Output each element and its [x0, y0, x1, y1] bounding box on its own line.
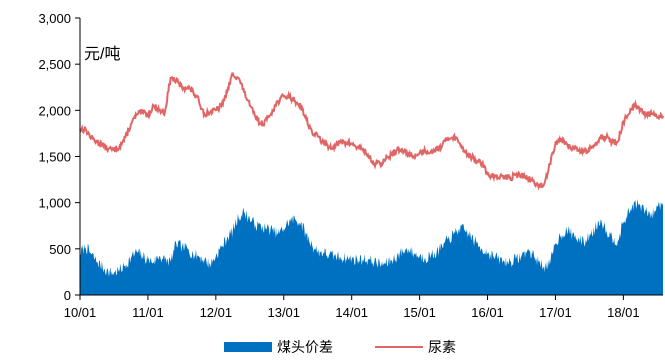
y-tick-label: 3,000 — [38, 11, 71, 26]
y-axis-ticks: 0 500 1,000 1,500 2,000 2,500 3,000 — [38, 11, 80, 303]
y-tick-label: 2,000 — [38, 103, 71, 118]
y-tick-label: 2,500 — [38, 57, 71, 72]
y-unit-label: 元/吨 — [84, 45, 120, 63]
series-coal-spread-area — [80, 198, 663, 295]
x-tick-label: 13/01 — [267, 305, 300, 320]
plot-area — [79, 72, 664, 295]
x-tick-label: 11/01 — [132, 305, 164, 320]
x-tick-label: 17/01 — [539, 305, 572, 320]
legend-swatch-coal-spread — [224, 342, 272, 352]
x-tick-label: 15/01 — [403, 305, 436, 320]
legend: 煤头价差 尿素 — [224, 339, 456, 355]
x-tick-label: 12/01 — [200, 305, 233, 320]
x-tick-label: 18/01 — [607, 305, 640, 320]
x-tick-label: 14/01 — [335, 305, 368, 320]
x-tick-label: 16/01 — [471, 305, 504, 320]
legend-label-coal-spread: 煤头价差 — [277, 339, 333, 355]
y-tick-label: 0 — [64, 288, 71, 303]
y-tick-label: 500 — [49, 242, 71, 257]
legend-label-urea: 尿素 — [428, 339, 456, 355]
y-tick-label: 1,000 — [38, 196, 71, 211]
x-axis-ticks: 10/01 11/01 12/01 13/01 14/01 15/01 16/01 17/01… — [64, 295, 640, 320]
x-tick-label: 10/01 — [64, 305, 97, 320]
axes: 0 500 1,000 1,500 2,000 2,500 3,000 10/01 11/01… — [38, 11, 663, 320]
series-urea-line — [79, 72, 664, 191]
y-tick-label: 1,500 — [38, 150, 71, 165]
